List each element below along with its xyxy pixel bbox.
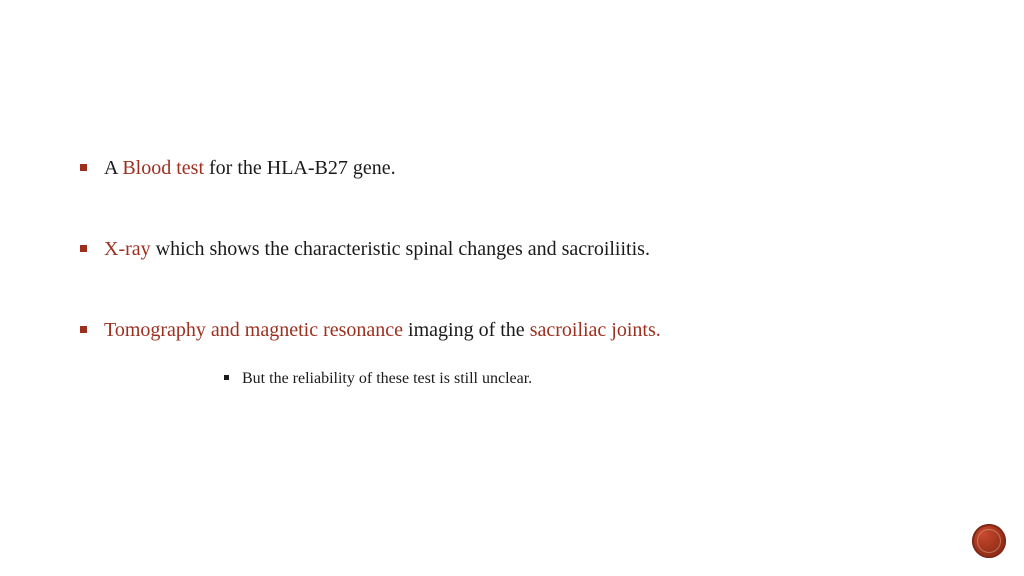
slide-body: A Blood test for the HLA-B27 gene. X-ray…: [0, 0, 1024, 576]
text-fragment: for the HLA-B27 gene.: [204, 157, 396, 179]
highlight-term: Blood test: [122, 157, 204, 179]
bullet-item-blood-test: A Blood test for the HLA-B27 gene.: [80, 155, 944, 182]
sub-bullet-reliability: But the reliability of these test is sti…: [224, 368, 944, 390]
bullet-item-tomography: Tomography and magnetic resonance imagin…: [80, 317, 944, 390]
text-fragment: which shows the characteristic spinal ch…: [151, 238, 650, 260]
text-fragment: But the reliability of these test is sti…: [242, 370, 532, 387]
highlight-term: Tomography and magnetic resonance: [104, 319, 403, 341]
text-fragment: imaging of the: [403, 319, 530, 341]
main-bullet-list: A Blood test for the HLA-B27 gene. X-ray…: [80, 155, 944, 390]
sub-bullet-list: But the reliability of these test is sti…: [104, 368, 944, 390]
bullet-item-xray: X-ray which shows the characteristic spi…: [80, 236, 944, 263]
text-fragment: A: [104, 157, 122, 179]
highlight-term: sacroiliac joints.: [530, 319, 661, 341]
highlight-term: X-ray: [104, 238, 151, 260]
slide-number-badge-icon: [972, 524, 1006, 558]
